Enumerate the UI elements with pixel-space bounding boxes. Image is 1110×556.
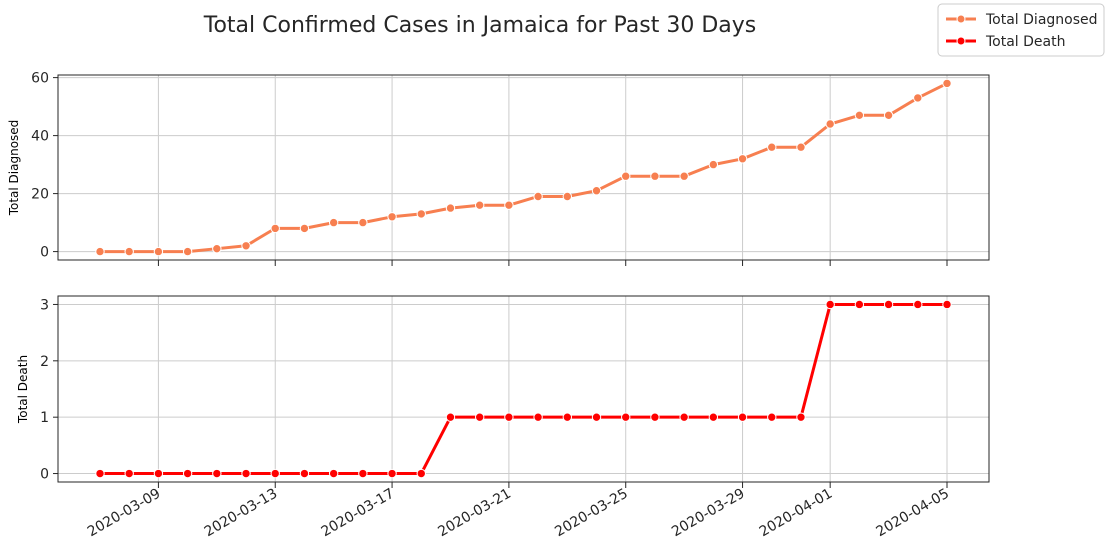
legend-diagnosed-label: Total Diagnosed bbox=[985, 12, 1098, 28]
x-tick-label: 2020-03-17 bbox=[319, 486, 397, 541]
data-point bbox=[533, 191, 543, 202]
series-line bbox=[100, 82, 948, 254]
data-point bbox=[913, 299, 923, 310]
chart-title: Total Confirmed Cases in Jamaica for Pas… bbox=[203, 13, 756, 38]
data-point bbox=[358, 468, 368, 479]
data-point bbox=[241, 241, 251, 251]
x-tick-label: 2020-03-21 bbox=[435, 486, 513, 541]
data-point bbox=[767, 142, 777, 152]
data-point bbox=[328, 468, 339, 479]
x-tick-label: 2020-03-29 bbox=[669, 486, 747, 541]
y-tick-label: 0 bbox=[40, 245, 49, 261]
x-tick-label: 2020-03-09 bbox=[85, 486, 163, 541]
data-point bbox=[387, 212, 397, 222]
data-point bbox=[270, 223, 280, 234]
data-point bbox=[621, 171, 631, 181]
data-point bbox=[767, 412, 777, 422]
legend-death-marker bbox=[956, 36, 966, 46]
data-point bbox=[182, 246, 193, 257]
legend: Total Diagnosed Total Death bbox=[937, 3, 1105, 57]
data-point bbox=[95, 246, 105, 257]
legend-death-label: Total Death bbox=[985, 34, 1065, 50]
data-point bbox=[883, 299, 894, 310]
data-point bbox=[708, 159, 719, 170]
data-point bbox=[562, 191, 573, 202]
data-point bbox=[504, 412, 514, 422]
data-point bbox=[796, 412, 806, 422]
x-tick-label: 2020-04-05 bbox=[874, 486, 952, 541]
y-tick-label: 40 bbox=[31, 129, 49, 145]
x-tick-label: 2020-03-13 bbox=[202, 486, 280, 541]
data-point bbox=[737, 154, 748, 164]
data-point bbox=[854, 299, 865, 310]
data-point bbox=[679, 171, 689, 181]
data-point bbox=[416, 209, 426, 219]
data-point bbox=[591, 412, 602, 422]
y-tick-label: 0 bbox=[40, 467, 49, 483]
data-point bbox=[504, 200, 514, 210]
panel-total-death: 0 1 2 3 Total Death 2020-03-09 2020-03-13 2020-… bbox=[16, 295, 990, 541]
data-point bbox=[241, 468, 251, 479]
y-tick-label: 1 bbox=[40, 410, 49, 426]
data-point bbox=[299, 468, 310, 479]
data-point bbox=[796, 142, 806, 152]
data-point bbox=[387, 468, 397, 479]
x-tick-label: 2020-03-25 bbox=[552, 486, 630, 541]
data-point bbox=[124, 468, 134, 479]
y-tick-label: 60 bbox=[31, 71, 49, 87]
data-point bbox=[445, 412, 456, 422]
data-point bbox=[212, 243, 222, 254]
data-point bbox=[562, 412, 573, 422]
legend-box bbox=[937, 3, 1105, 57]
data-point bbox=[95, 468, 105, 479]
data-point bbox=[883, 110, 894, 121]
data-point bbox=[358, 217, 368, 228]
data-point bbox=[416, 468, 426, 479]
y-tick-label: 2 bbox=[40, 354, 49, 370]
legend-diagnosed-marker bbox=[956, 14, 966, 24]
y-tick-label: 3 bbox=[40, 297, 49, 313]
data-point bbox=[942, 299, 952, 310]
data-point bbox=[708, 412, 719, 422]
plot-frame bbox=[57, 74, 990, 261]
data-point bbox=[474, 412, 485, 422]
data-point bbox=[825, 299, 835, 310]
y-axis-label: Total Diagnosed bbox=[7, 120, 21, 217]
data-point bbox=[153, 246, 164, 257]
data-point bbox=[299, 223, 310, 234]
panel-total-diagnosed: 0 20 40 60 Total Diagnosed bbox=[7, 71, 990, 266]
data-point bbox=[328, 217, 339, 228]
data-point bbox=[913, 93, 923, 103]
data-point bbox=[445, 203, 456, 213]
data-point bbox=[825, 119, 835, 129]
data-point bbox=[650, 171, 660, 181]
data-point bbox=[124, 246, 134, 257]
data-point bbox=[942, 78, 952, 89]
y-axis-label: Total Death bbox=[16, 355, 30, 424]
x-tick-label: 2020-04-01 bbox=[757, 486, 835, 541]
data-point bbox=[474, 200, 485, 210]
data-point bbox=[153, 468, 164, 479]
data-point bbox=[533, 412, 543, 422]
data-point bbox=[679, 412, 689, 422]
data-point bbox=[270, 468, 280, 479]
data-point bbox=[621, 412, 631, 422]
data-point bbox=[737, 412, 748, 422]
data-point bbox=[212, 468, 222, 479]
data-point bbox=[854, 110, 865, 121]
data-point bbox=[182, 468, 193, 479]
plot-frame bbox=[57, 295, 990, 483]
data-point bbox=[591, 185, 602, 196]
y-tick-label: 20 bbox=[31, 187, 49, 203]
series-line bbox=[100, 302, 947, 476]
data-point bbox=[650, 412, 660, 422]
